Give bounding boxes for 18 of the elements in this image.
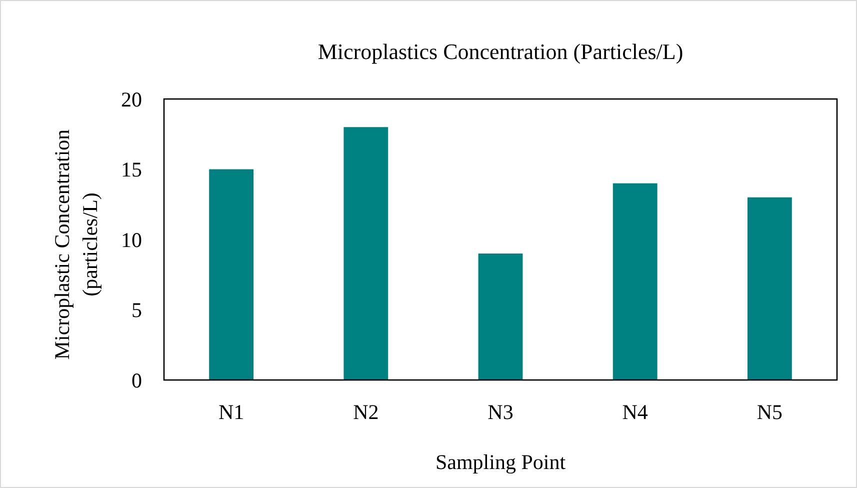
y-axis-title: Microplastic Concentration (particles/L) <box>50 128 102 360</box>
y-tick-label: 5 <box>132 298 142 322</box>
x-tick-label: N1 <box>218 400 244 424</box>
bar <box>209 169 254 380</box>
x-tick-label: N4 <box>622 400 648 424</box>
bar <box>478 254 523 380</box>
x-tick-label: N3 <box>488 400 514 424</box>
x-tick-label: N2 <box>353 400 379 424</box>
x-axis-title: Sampling Point <box>435 450 566 474</box>
y-tick-label: 20 <box>121 87 142 112</box>
y-tick-label: 0 <box>132 368 142 392</box>
chart-title: Microplastics Concentration (Particles/L) <box>318 39 684 64</box>
bar <box>747 197 792 380</box>
x-tick-label: N5 <box>756 400 783 424</box>
bar <box>612 183 658 380</box>
y-tick-label: 15 <box>121 158 142 182</box>
y-tick-label: 10 <box>121 228 142 252</box>
bar <box>344 127 388 380</box>
